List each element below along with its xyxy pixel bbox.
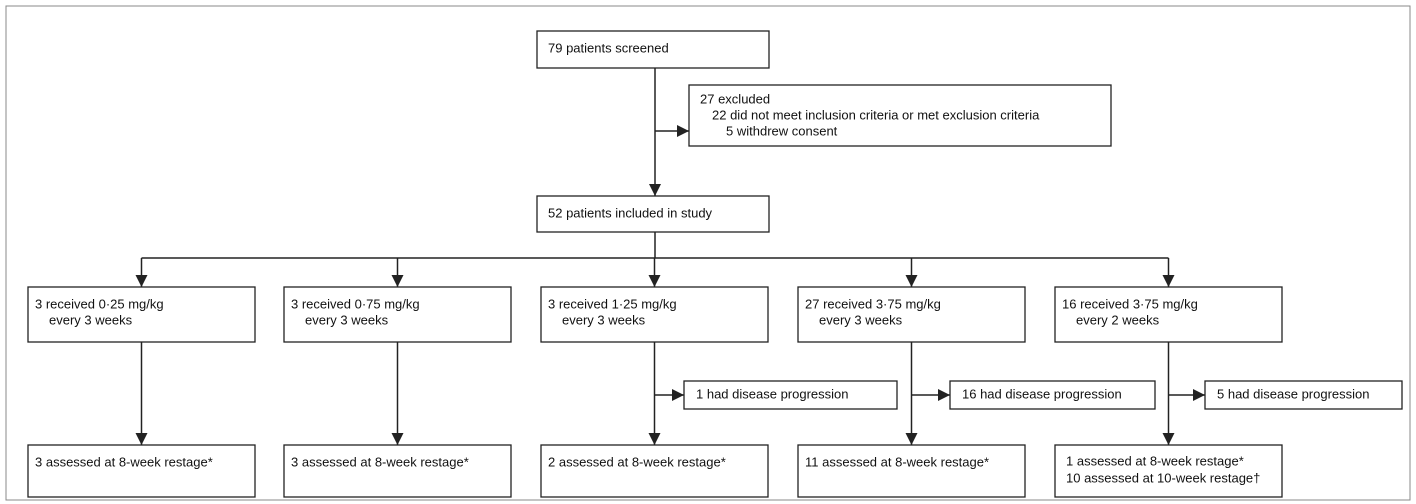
excluded-text: 5 withdrew consent [726, 123, 838, 138]
included-text: 52 patients included in study [548, 205, 713, 220]
assessed-text: 2 assessed at 8-week restage* [548, 454, 726, 469]
arm-text: every 3 weeks [562, 312, 646, 327]
assessed-box [540, 444, 769, 498]
arm-text: every 3 weeks [819, 312, 903, 327]
frame [5, 5, 1411, 501]
included-box [536, 195, 770, 233]
arm-text: 16 received 3·75 mg/kg [1062, 296, 1198, 311]
assessed-box [27, 444, 256, 498]
assessed-box [797, 444, 1026, 498]
assessed-text: 3 assessed at 8-week restage* [291, 454, 469, 469]
progression-text: 5 had disease progression [1217, 386, 1370, 401]
progression-box [949, 380, 1156, 410]
arm-box [797, 286, 1026, 343]
excluded-text: 22 did not meet inclusion criteria or me… [712, 107, 1040, 122]
arm-text: 3 received 1·25 mg/kg [548, 296, 677, 311]
assessed-text: 1 assessed at 8-week restage* [1066, 453, 1244, 468]
arm-text: 27 received 3·75 mg/kg [805, 296, 941, 311]
assessed-text: 11 assessed at 8-week restage* [805, 454, 989, 469]
excluded-text: 27 excluded [700, 91, 770, 106]
arm-box [27, 286, 256, 343]
arm-text: every 3 weeks [49, 312, 133, 327]
arm-text: every 2 weeks [1076, 312, 1160, 327]
arm-box [540, 286, 769, 343]
progression-text: 1 had disease progression [696, 386, 849, 401]
progression-box [1204, 380, 1403, 410]
assessed-box [1054, 444, 1283, 498]
screened-box [536, 30, 770, 69]
arm-box [1054, 286, 1283, 343]
progression-box [683, 380, 898, 410]
assessed-box [283, 444, 512, 498]
arm-text: every 3 weeks [305, 312, 389, 327]
excluded-box [688, 84, 1112, 147]
arm-text: 3 received 0·25 mg/kg [35, 296, 164, 311]
progression-text: 16 had disease progression [962, 386, 1122, 401]
arm-text: 3 received 0·75 mg/kg [291, 296, 420, 311]
screened-text: 79 patients screened [548, 40, 669, 55]
arm-box [283, 286, 512, 343]
assessed-text: 10 assessed at 10-week restage† [1066, 470, 1260, 485]
assessed-text: 3 assessed at 8-week restage* [35, 454, 213, 469]
